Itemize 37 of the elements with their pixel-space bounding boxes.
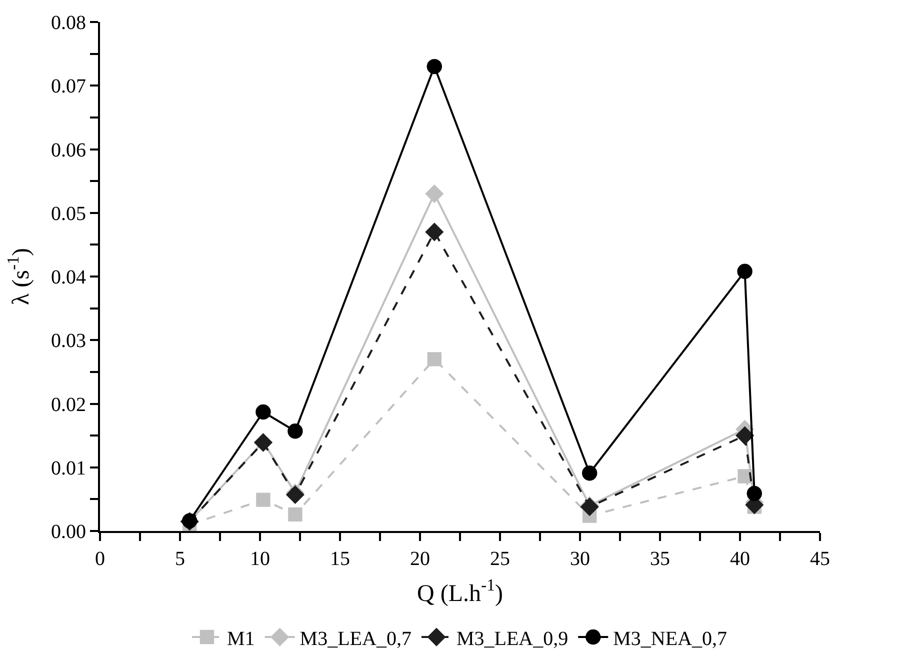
point xyxy=(288,424,303,439)
x-tick-label: 15 xyxy=(330,548,350,570)
legend-label: M3_NEA_0,7 xyxy=(613,628,728,650)
x-tick-label: 20 xyxy=(410,548,430,570)
legend-label: M3_LEA_0,7 xyxy=(300,628,412,650)
point xyxy=(425,184,444,203)
y-tick-label: 0.01 xyxy=(51,457,86,480)
point xyxy=(738,469,752,484)
point xyxy=(256,404,271,420)
point xyxy=(582,466,598,481)
legend-label: M1 xyxy=(227,628,255,650)
point xyxy=(256,492,270,507)
x-tick-label: 0 xyxy=(95,548,105,570)
y-tick-label: 0.03 xyxy=(51,330,86,352)
x-tick-label: 10 xyxy=(250,548,270,570)
y-tick-label: 0.08 xyxy=(51,12,86,34)
y-tick-label: 0.06 xyxy=(51,139,86,162)
point xyxy=(288,507,302,522)
x-tick-label: 45 xyxy=(810,548,830,570)
x-tick-label: 35 xyxy=(650,548,670,570)
y-tick-label: 0.02 xyxy=(51,394,86,416)
point xyxy=(425,222,444,242)
legend-label: M3_LEA_0,9 xyxy=(456,628,568,650)
x-tick-label: 30 xyxy=(570,548,590,570)
x-tick-label: 25 xyxy=(490,548,510,570)
point xyxy=(736,426,754,445)
y-tick-label: 0.05 xyxy=(51,202,86,225)
y-tick-label: 0.07 xyxy=(51,76,86,98)
point xyxy=(746,486,762,502)
x-tick-label: 5 xyxy=(175,548,185,570)
x-axis-title: Q (L.h$^{-1}$) xyxy=(417,576,503,607)
point xyxy=(426,58,442,74)
point xyxy=(427,352,442,366)
y-tick-label: 0.00 xyxy=(51,521,86,543)
x-tick-label: 40 xyxy=(730,548,750,570)
y-tick-label: 0.04 xyxy=(51,266,86,288)
point xyxy=(737,264,752,280)
